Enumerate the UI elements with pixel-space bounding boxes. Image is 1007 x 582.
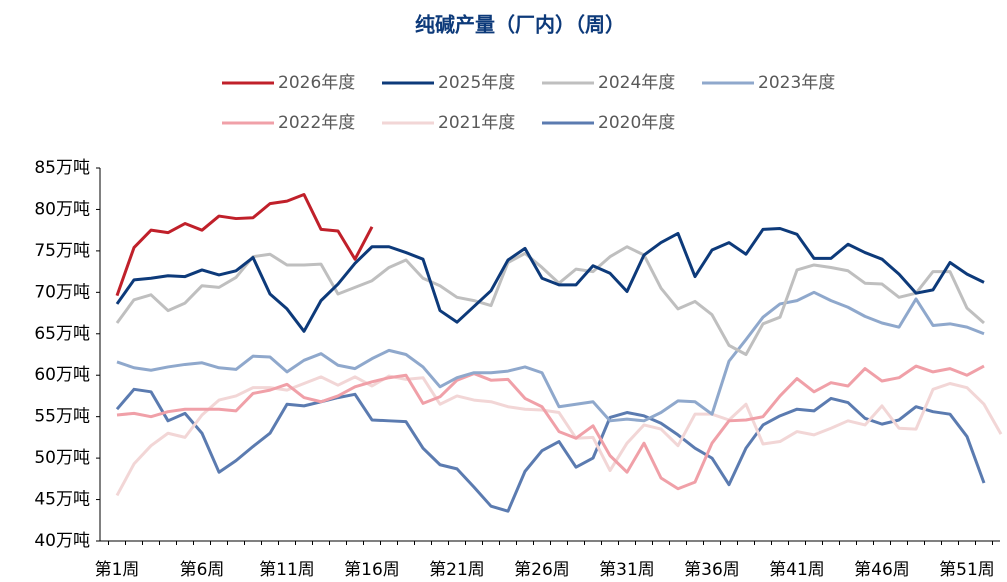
legend-label: 2022年度 — [278, 113, 355, 133]
series-line — [116, 364, 985, 491]
series-line — [115, 374, 1003, 497]
x-tick-label: 第6周 — [180, 560, 225, 580]
y-tick-label: 80万吨 — [34, 199, 90, 219]
series-line — [115, 193, 374, 297]
legend-label: 2024年度 — [598, 73, 675, 93]
x-tick-label: 第1周 — [95, 560, 140, 580]
y-tick-label: 55万吨 — [34, 407, 90, 427]
legend-label: 2020年度 — [598, 113, 675, 133]
y-tick-label: 70万吨 — [34, 282, 90, 302]
y-tick-label: 45万吨 — [34, 490, 90, 510]
x-tick-label: 第46周 — [854, 560, 910, 580]
y-tick-label: 75万吨 — [34, 241, 90, 261]
legend-label: 2025年度 — [438, 73, 515, 93]
y-tick-label: 40万吨 — [34, 531, 90, 551]
x-tick-label: 第41周 — [769, 560, 825, 580]
chart-title: 纯碱产量（厂内）（周） — [415, 13, 625, 37]
x-tick-label: 第51周 — [939, 560, 995, 580]
y-tick-label: 85万吨 — [34, 158, 90, 178]
y-tick-label: 65万吨 — [34, 324, 90, 344]
series-line — [115, 387, 986, 513]
x-tick-label: 第21周 — [429, 560, 485, 580]
series-line — [115, 227, 985, 333]
y-tick-label: 60万吨 — [34, 365, 90, 385]
series-line — [116, 290, 985, 423]
legend-label: 2026年度 — [278, 73, 355, 93]
legend-label: 2023年度 — [758, 73, 835, 93]
x-tick-label: 第16周 — [344, 560, 400, 580]
series-line — [115, 245, 985, 356]
x-tick-label: 第26周 — [514, 560, 570, 580]
x-tick-label: 第11周 — [259, 560, 315, 580]
legend-label: 2021年度 — [438, 113, 515, 133]
x-tick-label: 第36周 — [684, 560, 740, 580]
y-tick-label: 50万吨 — [34, 448, 90, 468]
x-tick-label: 第31周 — [599, 560, 655, 580]
